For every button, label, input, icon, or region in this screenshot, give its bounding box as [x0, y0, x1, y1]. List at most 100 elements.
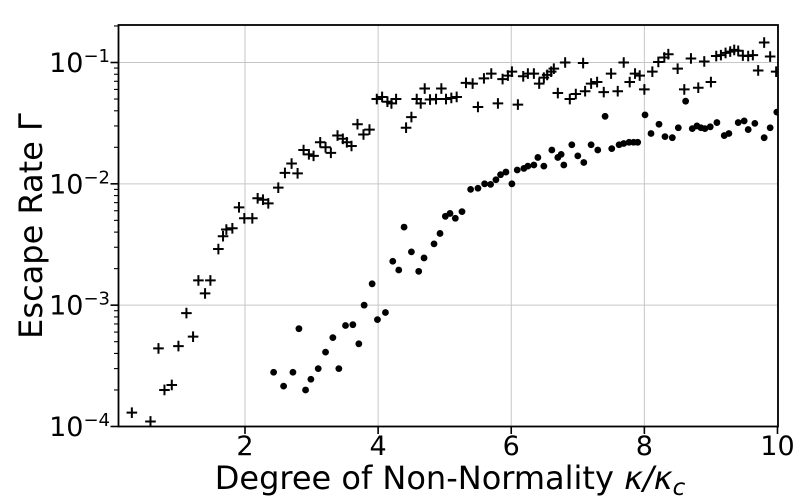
- plus-marker: [552, 87, 564, 99]
- plus-marker: [533, 78, 545, 89]
- dot-marker: [734, 119, 742, 126]
- dot-marker: [706, 123, 714, 131]
- dot-marker: [382, 309, 389, 316]
- dot-marker: [415, 267, 423, 275]
- y-tick-label: 10−3: [49, 289, 110, 322]
- x-axis-label-math: κ/κ: [624, 459, 673, 496]
- dot-marker: [307, 375, 315, 383]
- y-tick-label: 10−4: [49, 410, 110, 443]
- dot-marker: [557, 150, 565, 158]
- plus-marker: [564, 93, 576, 105]
- plus-marker: [153, 343, 164, 354]
- dot-marker: [568, 141, 576, 149]
- dot-marker: [289, 368, 297, 376]
- dot-marker: [634, 138, 642, 146]
- plus-marker: [467, 78, 478, 89]
- dot-marker: [430, 240, 438, 248]
- plus-marker: [292, 168, 303, 179]
- plot-border: [117, 24, 779, 428]
- dot-marker: [548, 146, 556, 154]
- plus-marker: [478, 73, 490, 84]
- dot-marker: [508, 180, 516, 188]
- plus-marker: [217, 230, 229, 242]
- dot-marker: [661, 133, 669, 141]
- plus-marker: [570, 88, 582, 100]
- dot-marker: [587, 141, 595, 149]
- plus-marker: [419, 83, 431, 94]
- dot-marker: [360, 301, 368, 309]
- dot-marker: [342, 322, 349, 329]
- dot-marker: [766, 124, 774, 132]
- plus-marker: [126, 407, 138, 418]
- plus-marker: [506, 66, 518, 77]
- dot-markers-series: [270, 97, 778, 394]
- plus-marker: [485, 68, 497, 79]
- dot-marker: [270, 368, 278, 376]
- dot-marker: [647, 130, 655, 137]
- dot-marker: [601, 112, 609, 120]
- x-tick-label: 6: [503, 431, 520, 462]
- plus-marker: [199, 288, 211, 299]
- plus-marker: [612, 85, 624, 97]
- plus-marker: [233, 202, 245, 213]
- plus-marker: [752, 65, 764, 76]
- plus-marker: [472, 101, 484, 113]
- dot-marker: [349, 321, 357, 329]
- plus-markers-series: [126, 37, 778, 427]
- plus-marker: [720, 47, 731, 59]
- gridlines: [118, 25, 778, 427]
- plus-marker: [663, 48, 674, 60]
- dot-marker: [355, 340, 363, 348]
- dot-marker: [474, 184, 482, 192]
- plus-marker: [213, 243, 224, 255]
- dot-marker: [436, 230, 444, 237]
- dot-marker: [540, 162, 548, 170]
- dot-marker: [751, 119, 759, 127]
- dot-marker: [502, 168, 510, 176]
- y-tick-label: 10−2: [49, 167, 110, 200]
- dot-marker: [625, 138, 633, 146]
- plus-marker: [512, 99, 524, 110]
- x-axis-label-subscript: c: [673, 475, 686, 496]
- x-tick-label: 10: [760, 431, 793, 462]
- plus-marker: [705, 76, 717, 88]
- dot-marker: [620, 140, 628, 147]
- plus-marker: [634, 70, 646, 81]
- plus-marker: [430, 93, 442, 105]
- dot-marker: [682, 97, 690, 105]
- dot-marker: [641, 111, 649, 119]
- plus-marker: [598, 86, 610, 98]
- dot-marker: [395, 266, 403, 274]
- x-axis-label-text: Degree of Non-Normality: [215, 459, 624, 496]
- dot-marker: [725, 130, 733, 137]
- plus-marker: [591, 76, 603, 88]
- dot-marker: [374, 316, 381, 324]
- plus-marker: [298, 144, 309, 156]
- plus-marker: [585, 78, 597, 89]
- plus-marker: [629, 68, 641, 79]
- plus-marker: [193, 275, 204, 286]
- plus-marker: [698, 56, 710, 67]
- dot-marker: [701, 125, 709, 133]
- plus-marker: [678, 84, 690, 95]
- plus-marker: [221, 224, 232, 235]
- dot-marker: [492, 176, 500, 184]
- axis-ticks: 2 4 6 8 10 10−1 10−2 10−3 10−4: [49, 25, 793, 462]
- plus-marker: [364, 124, 375, 135]
- dot-marker: [322, 348, 329, 356]
- plus-marker: [577, 57, 589, 69]
- plus-marker: [639, 84, 650, 95]
- dot-marker: [389, 257, 397, 265]
- plus-marker: [159, 384, 170, 396]
- plus-marker: [440, 93, 452, 105]
- plus-marker: [770, 66, 778, 77]
- dot-marker: [400, 223, 408, 231]
- plus-marker: [559, 57, 571, 68]
- dot-marker: [314, 365, 322, 373]
- plus-marker: [376, 91, 388, 103]
- plus-marker: [352, 118, 363, 130]
- plus-marker: [308, 150, 319, 162]
- plus-marker: [579, 85, 591, 97]
- x-tick-label: 8: [636, 431, 653, 462]
